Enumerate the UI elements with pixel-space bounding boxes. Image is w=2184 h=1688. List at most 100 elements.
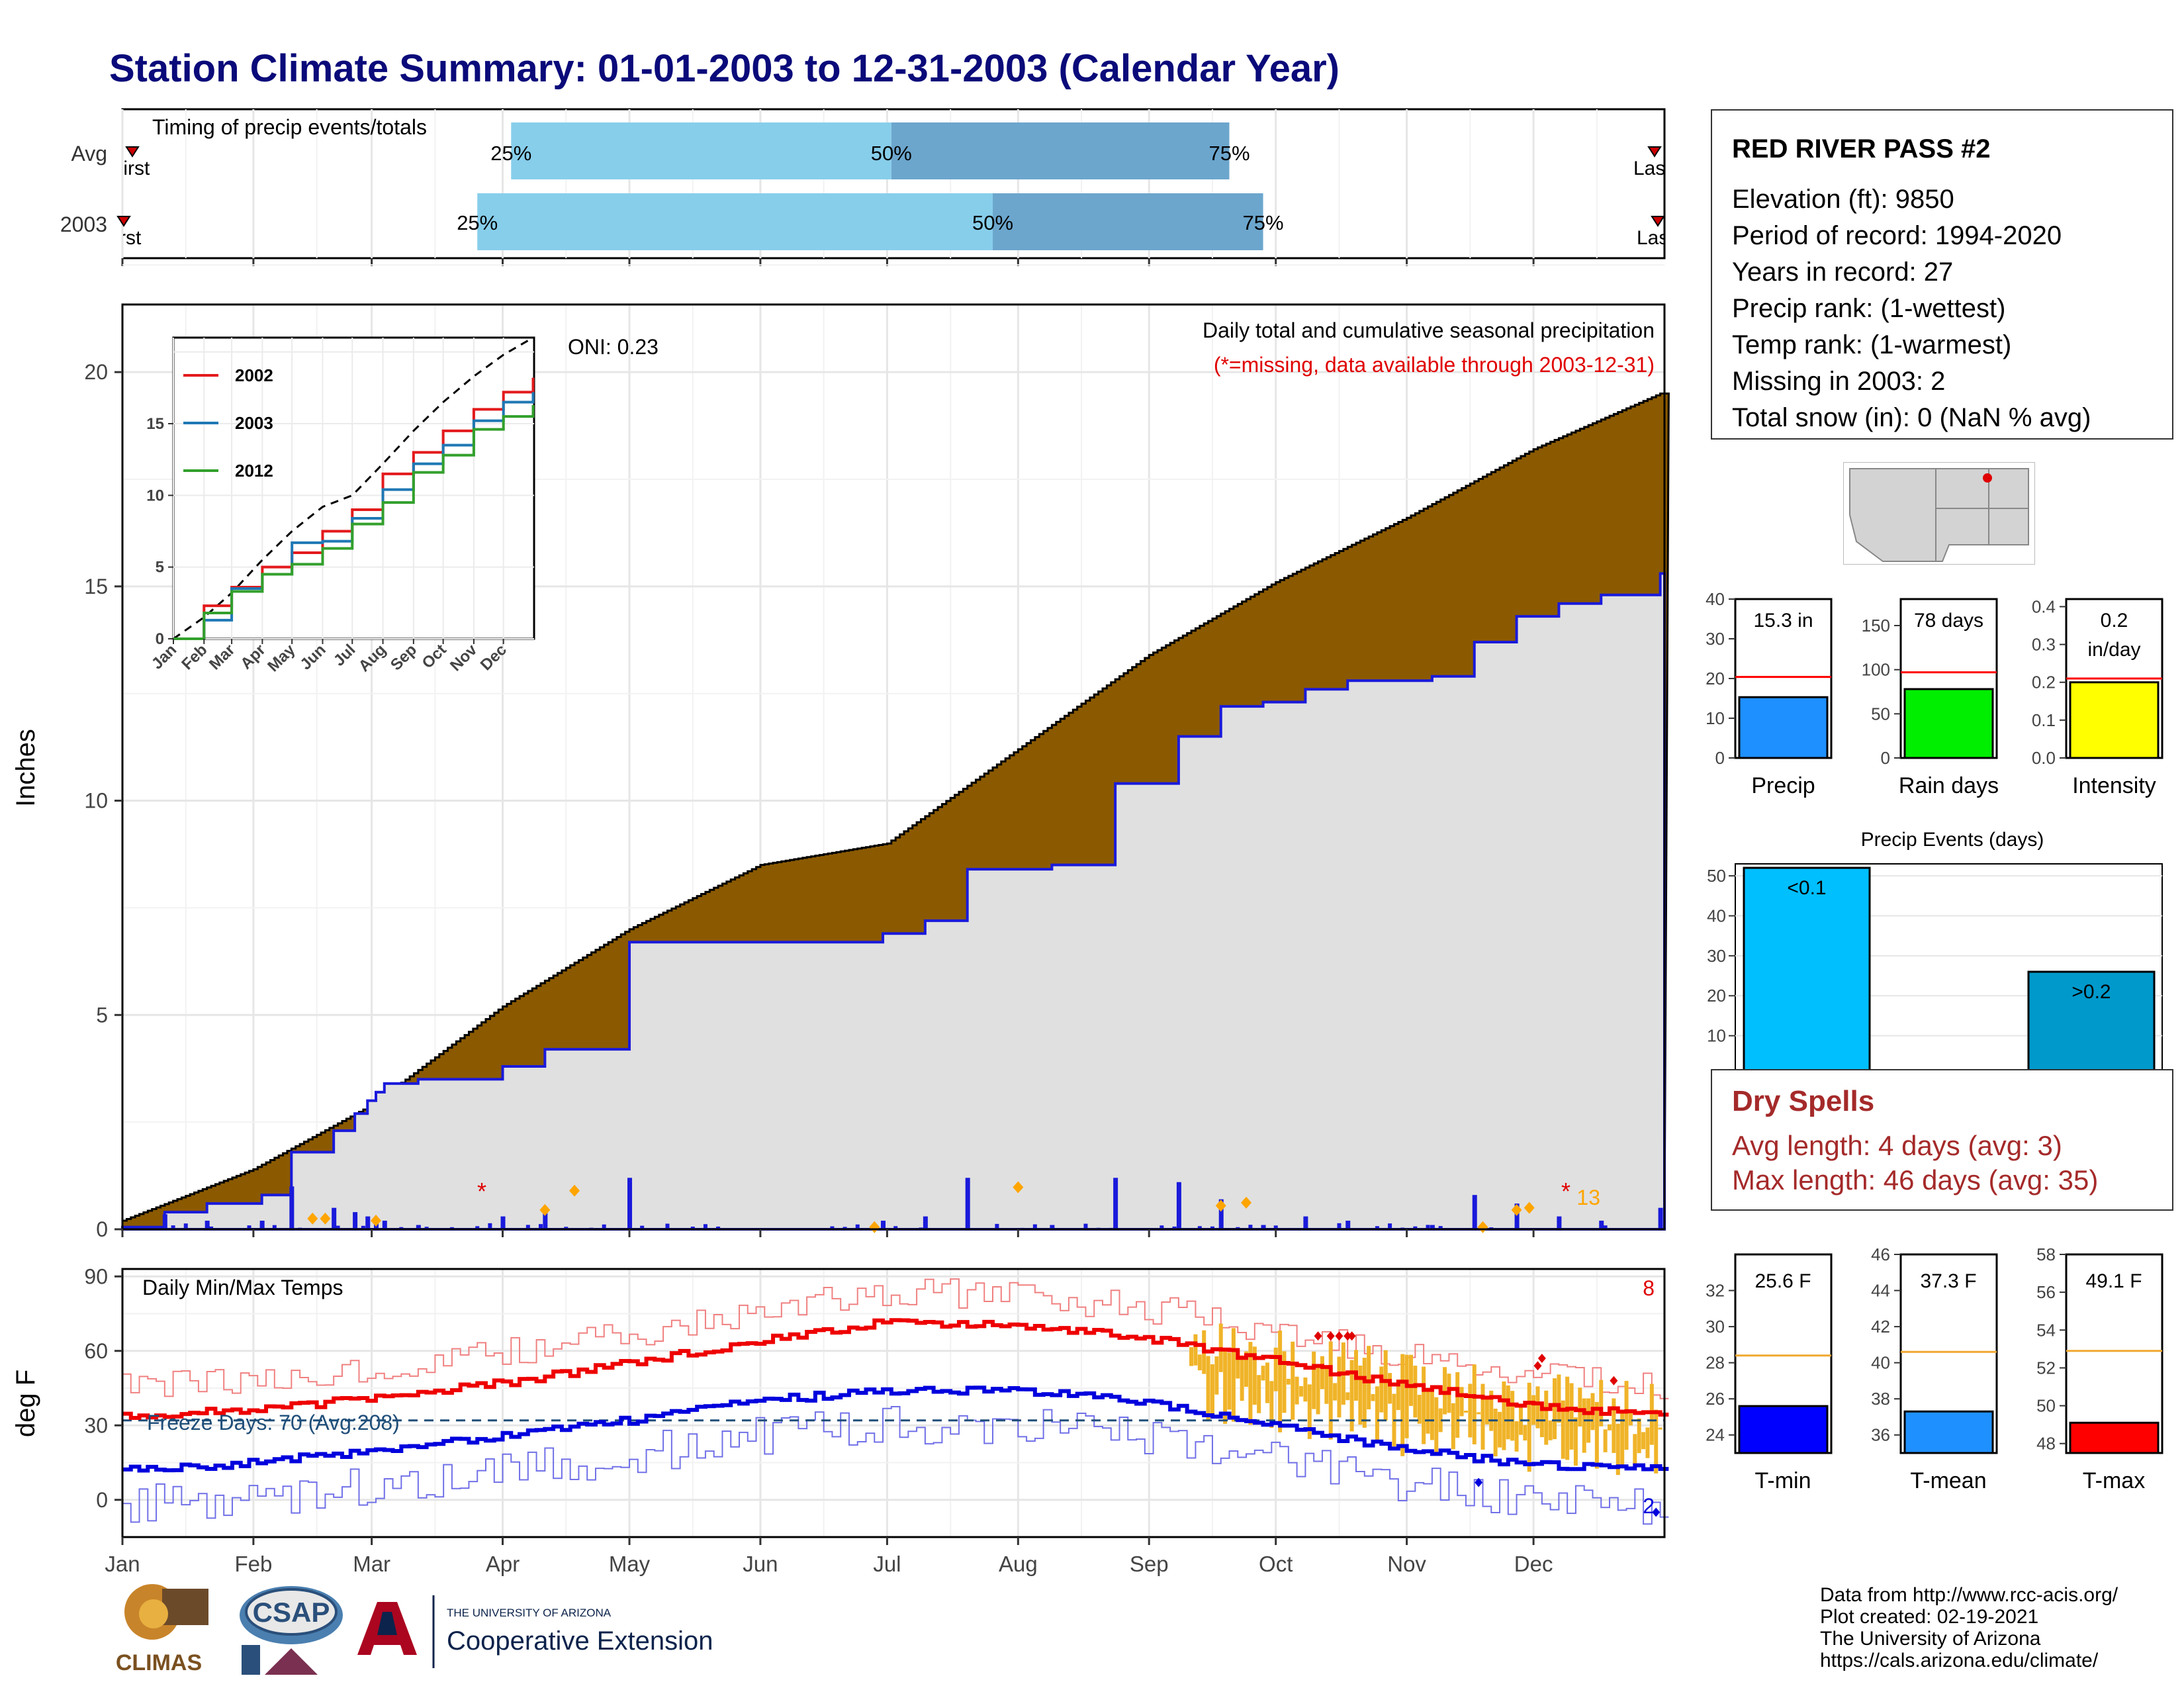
inset-y-label: 15 <box>146 415 164 433</box>
temp-range-bar <box>1430 1386 1434 1440</box>
temp-range-bar <box>1278 1331 1283 1432</box>
temp-range-bar <box>1484 1397 1489 1425</box>
temp-range-bar <box>1349 1360 1354 1432</box>
daily-precip-bar <box>1599 1221 1604 1229</box>
record-high-marker <box>1537 1354 1546 1363</box>
temp-mini-tick-label: 42 <box>1871 1317 1890 1336</box>
daily-precip-bar <box>475 1226 480 1229</box>
temp-range-bar <box>1451 1403 1455 1450</box>
daily-precip-bar <box>965 1178 970 1229</box>
station-period: Period of record: 1994-2020 <box>1732 221 2062 250</box>
station-missing: Missing in 2003: 2 <box>1732 367 1946 396</box>
daily-precip-bar <box>500 1216 506 1229</box>
temp-range-bar <box>1312 1351 1316 1409</box>
events-y-label: 40 <box>1707 906 1726 925</box>
temp-range-bar <box>1316 1365 1320 1415</box>
current-cumulative-area <box>121 572 1666 1231</box>
mini-y-label: 30 <box>1706 629 1725 649</box>
temp-range-bar <box>1594 1401 1599 1469</box>
daily-precip-bar <box>1413 1226 1418 1229</box>
temp-range-bar <box>1206 1356 1210 1421</box>
mini-value-label: 78 days <box>1914 610 1983 632</box>
temp-range-bar <box>1641 1432 1646 1450</box>
daily-precip-bar <box>1176 1182 1181 1229</box>
daily-precip-bar <box>1438 1226 1443 1229</box>
dry-spells-avg: Avg length: 4 days (avg: 3) <box>1732 1130 2062 1161</box>
credit-university: The University of Arizona <box>1820 1628 2041 1650</box>
month-label: Jan <box>105 1552 140 1576</box>
timing-row-avg: Avg <box>71 142 107 165</box>
legend-label: 2003 <box>235 413 273 433</box>
daily-precip-bar <box>1375 1226 1379 1229</box>
daily-precip-bar <box>382 1221 387 1229</box>
temp-range-bar <box>1408 1354 1413 1406</box>
temp-range-bar <box>1193 1334 1198 1366</box>
y-tick-label: 30 <box>84 1413 108 1437</box>
last-event-marker <box>1647 146 1662 158</box>
temp-mini-tick-label: 46 <box>1871 1244 1890 1264</box>
daily-precip-bar <box>488 1223 492 1229</box>
edge-labels: First Last <box>123 227 1664 249</box>
heavy-event-marker <box>307 1212 318 1225</box>
daily-precip-bar <box>830 1226 835 1229</box>
avg-max-line <box>122 1318 1669 1421</box>
daily-precip-bar <box>1261 1225 1265 1229</box>
month-label: Oct <box>1259 1552 1293 1576</box>
record-high-marker <box>1335 1331 1343 1341</box>
month-label: Apr <box>486 1552 520 1576</box>
temp-range-bar <box>1502 1381 1506 1450</box>
heavy-event-marker <box>371 1215 382 1227</box>
temp-range-bar <box>1514 1421 1519 1452</box>
precip-panel: 0 5 10 15 20 Inches Daily total and cumulati… <box>11 264 1670 1241</box>
mini-category-label: Precip <box>1751 773 1815 798</box>
temp-mini-bar <box>1738 1405 1829 1454</box>
page-title: Station Climate Summary: 01-01-2003 to 1… <box>109 47 1340 90</box>
mini-value-label: 15.3 in <box>1753 610 1813 632</box>
daily-precip-bar <box>449 1227 454 1229</box>
temp-mini-tick-label: 30 <box>1706 1317 1725 1336</box>
last-event-marker <box>1651 216 1665 227</box>
timing-panel: 25% 50% 75% First Last 25% 50% 75% First Last Tim… <box>60 108 1666 266</box>
mini-bar <box>1903 688 1994 759</box>
daily-precip-bar <box>1210 1226 1214 1229</box>
temp-range-bar <box>1265 1362 1269 1403</box>
quartile-bar-high <box>993 193 1263 250</box>
temp-range-bar <box>1539 1411 1544 1438</box>
temp-range-bar <box>1214 1356 1219 1395</box>
daily-precip-bar <box>259 1224 264 1229</box>
p75-label: 75% <box>1208 142 1250 165</box>
mini-value-label: in/day <box>2087 639 2140 661</box>
daily-precip-bar <box>602 1224 606 1229</box>
daily-precip-bar <box>365 1216 371 1229</box>
temp-range-bar <box>1637 1418 1641 1454</box>
daily-precip-bar <box>1236 1227 1240 1229</box>
daily-precip-bar <box>171 1225 175 1229</box>
temp-range-bar <box>1498 1411 1502 1448</box>
daily-precip-bar <box>1303 1216 1308 1229</box>
station-elevation: Elevation (ft): 9850 <box>1732 185 1954 214</box>
daily-precip-bar <box>690 1227 695 1229</box>
temp-range-bar <box>1417 1395 1422 1424</box>
ua-small-text: THE UNIVERSITY OF ARIZONA <box>447 1607 612 1619</box>
inset-y-label: 10 <box>146 487 164 504</box>
climas-logo: CLIMAS <box>116 1584 208 1675</box>
temp-range-bar <box>1628 1412 1633 1426</box>
temp-range-bar <box>1388 1373 1392 1404</box>
temp-range-bar <box>1362 1358 1367 1428</box>
event-bar-label: <0.1 <box>1787 877 1826 899</box>
temp-range-bar <box>1531 1395 1536 1425</box>
temp-range-bar <box>1493 1409 1498 1457</box>
daily-precip-bar <box>162 1214 167 1229</box>
temp-range-bar <box>1358 1365 1363 1425</box>
mini-y-label: 0.1 <box>2032 710 2056 730</box>
mini-y-label: 0 <box>1715 748 1725 768</box>
first-event-marker <box>125 146 140 158</box>
mini-y-label: 0.0 <box>2032 748 2056 768</box>
missing-note: (*=missing, data available through 2003-… <box>1214 353 1655 377</box>
y-tick-label: 0 <box>96 1217 108 1241</box>
temp-range-bar <box>1615 1423 1620 1476</box>
legend-label: 2002 <box>235 365 273 385</box>
daily-precip-bar <box>183 1223 188 1229</box>
month-label: Jul <box>873 1552 901 1576</box>
